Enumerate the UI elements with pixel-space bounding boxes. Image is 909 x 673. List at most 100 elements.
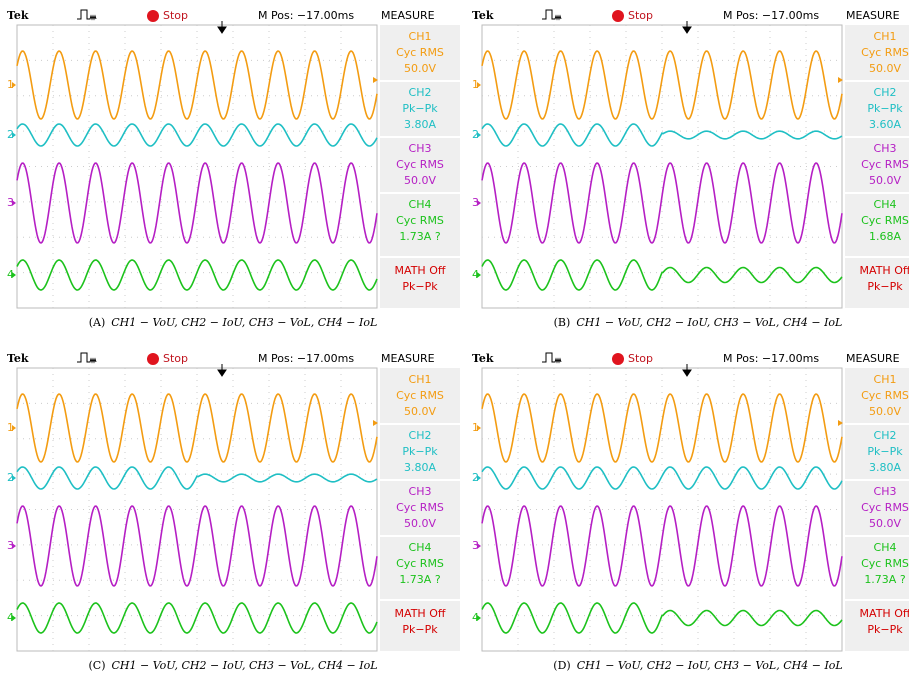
- stop-dot: [147, 10, 159, 22]
- measure-channel: CH3: [409, 142, 432, 155]
- measure-channel: CH3: [409, 485, 432, 498]
- measure-value: 3.80A: [404, 118, 436, 131]
- position: M Pos: −17.00ms: [723, 352, 819, 365]
- header-bar: [470, 348, 909, 368]
- menu-title: MEASURE: [846, 9, 900, 22]
- stop-dot: [612, 353, 624, 365]
- channel-arrow: [12, 543, 16, 549]
- measure-type: Cyc RMS: [396, 557, 444, 570]
- measure-value: 1.73A ?: [864, 573, 906, 586]
- measure-channel: CH2: [874, 86, 897, 99]
- caption-text: CH1 − VoU, CH2 − IoU, CH3 − VoL, CH4 − I…: [111, 316, 377, 329]
- measure-channel: CH2: [874, 429, 897, 442]
- caption-text: CH1 − VoU, CH2 − IoU, CH3 − VoL, CH4 − I…: [576, 316, 842, 329]
- caption-text: CH1 − VoU, CH2 − IoU, CH3 − VoL, CH4 − I…: [111, 659, 377, 672]
- position: M Pos: −17.00ms: [258, 352, 354, 365]
- measure-type: Cyc RMS: [861, 158, 909, 171]
- measure-value: 3.80A: [404, 461, 436, 474]
- caption: (A) CH1 − VoU, CH2 − IoU, CH3 − VoL, CH4 …: [89, 316, 378, 329]
- stop-dot: [147, 353, 159, 365]
- run-state: Stop: [163, 352, 188, 365]
- header-bar: [470, 5, 909, 25]
- measure-channel: CH3: [874, 142, 897, 155]
- caption: (D)CH1 − VoU, CH2 − IoU, CH3 − VoL, CH4 …: [553, 659, 842, 672]
- measure-type: Pk−Pk: [867, 445, 903, 458]
- math-type: Pk−Pk: [867, 280, 903, 293]
- math-state: MATH Off: [860, 607, 909, 620]
- position: M Pos: −17.00ms: [723, 9, 819, 22]
- caption: (B) CH1 − VoU, CH2 − IoU, CH3 − VoL, CH4 …: [554, 316, 843, 329]
- caption-label: (C): [88, 659, 105, 672]
- math-type: Pk−Pk: [402, 623, 438, 636]
- position: M Pos: −17.00ms: [258, 9, 354, 22]
- caption-label: (D): [553, 659, 570, 672]
- measure-value: 50.0V: [869, 405, 901, 418]
- measure-channel: CH4: [409, 541, 432, 554]
- measure-value: 50.0V: [869, 62, 901, 75]
- measure-value: 50.0V: [404, 405, 436, 418]
- math-state: MATH Off: [395, 607, 446, 620]
- channel-arrow: [477, 82, 481, 88]
- measure-channel: CH4: [409, 198, 432, 211]
- measure-type: Cyc RMS: [396, 158, 444, 171]
- measure-channel: CH4: [874, 541, 897, 554]
- run-state: Stop: [628, 9, 653, 22]
- run-state: Stop: [628, 352, 653, 365]
- measure-type: Cyc RMS: [396, 389, 444, 402]
- measure-type: Pk−Pk: [402, 445, 438, 458]
- measure-type: Cyc RMS: [396, 214, 444, 227]
- brand: Tek: [7, 9, 29, 22]
- math-type: Pk−Pk: [402, 280, 438, 293]
- measure-type: Cyc RMS: [861, 389, 909, 402]
- menu-title: MEASURE: [381, 9, 435, 22]
- measure-type: Pk−Pk: [402, 102, 438, 115]
- measure-type: Cyc RMS: [861, 214, 909, 227]
- measure-value: 3.60A: [869, 118, 901, 131]
- measure-value: 50.0V: [869, 174, 901, 187]
- math-state: MATH Off: [860, 264, 909, 277]
- channel-arrow: [12, 132, 16, 138]
- measure-value: 1.68A: [869, 230, 901, 243]
- measure-type: Cyc RMS: [861, 557, 909, 570]
- measure-value: 50.0V: [404, 62, 436, 75]
- measure-channel: CH1: [409, 30, 432, 43]
- caption-label: (B): [554, 316, 571, 329]
- channel-arrow: [12, 475, 16, 481]
- channel-arrow: [12, 200, 16, 206]
- measure-value: 50.0V: [404, 174, 436, 187]
- measure-value: 3.80A: [869, 461, 901, 474]
- channel-arrow: [12, 272, 16, 278]
- channel-arrow: [12, 425, 16, 431]
- measure-value: 50.0V: [404, 517, 436, 530]
- channel-arrow: [477, 200, 481, 206]
- measure-type: Cyc RMS: [861, 501, 909, 514]
- figure: TekStopM Pos: −17.00msMEASURE1234CH1Cyc …: [0, 0, 909, 673]
- channel-arrow: [12, 82, 16, 88]
- stop-dot: [612, 10, 624, 22]
- measure-value: 1.73A ?: [399, 573, 441, 586]
- measure-type: Cyc RMS: [396, 46, 444, 59]
- channel-arrow: [477, 615, 481, 621]
- measure-channel: CH2: [409, 86, 432, 99]
- measure-type: Cyc RMS: [861, 46, 909, 59]
- measure-type: Cyc RMS: [396, 501, 444, 514]
- menu-title: MEASURE: [846, 352, 900, 365]
- measure-channel: CH3: [874, 485, 897, 498]
- caption: (C) CH1 − VoU, CH2 − IoU, CH3 − VoL, CH4 …: [88, 659, 377, 672]
- channel-arrow: [477, 543, 481, 549]
- measure-channel: CH2: [409, 429, 432, 442]
- channel-arrow: [477, 132, 481, 138]
- channel-arrow: [477, 475, 481, 481]
- caption-label: (A): [89, 316, 106, 329]
- measure-value: 50.0V: [869, 517, 901, 530]
- brand: Tek: [472, 352, 494, 365]
- measure-type: Pk−Pk: [867, 102, 903, 115]
- measure-channel: CH1: [409, 373, 432, 386]
- run-state: Stop: [163, 9, 188, 22]
- measure-value: 1.73A ?: [399, 230, 441, 243]
- channel-arrow: [12, 615, 16, 621]
- channel-arrow: [477, 425, 481, 431]
- measure-channel: CH1: [874, 373, 897, 386]
